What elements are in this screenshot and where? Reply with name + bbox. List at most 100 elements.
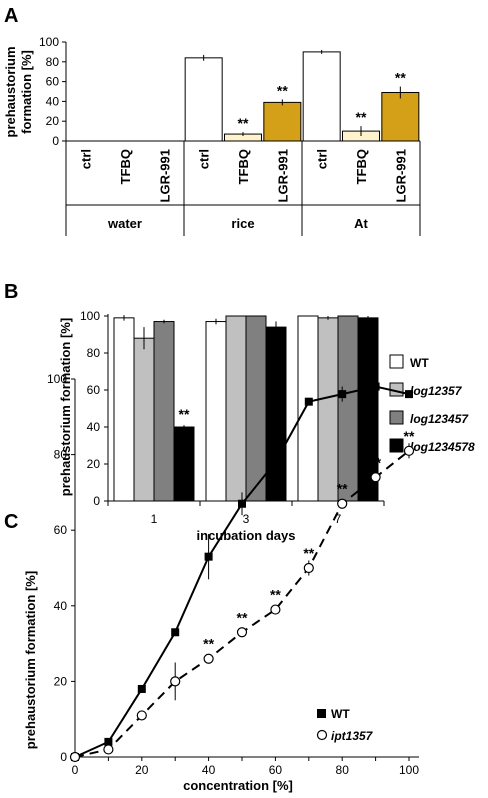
panel-a-ylabel-line1: prehaustorium [3,46,18,137]
panel-a-category-label: TFBQ [354,149,369,184]
panel-c-xlabel: concentration [%] [183,778,293,793]
panel-b-y-tick-label: 20 [87,457,101,471]
panel-label-c: C [4,511,18,533]
panel-c-significance-label: ** [404,428,415,444]
panel-c-point-square [271,458,280,467]
panel-b-bar [225,315,247,502]
panel-c-point-circle [270,604,281,615]
panel-a-y-tick-label: 20 [46,114,60,128]
panel-c-legend-label: ipt1357 [331,729,374,743]
panel-c-significance-label: ** [237,609,248,625]
panel-c-x-tick-label: 40 [202,763,216,777]
panel-c-point-square [137,684,146,693]
panel-b-x-tick-label: 1 [151,512,158,526]
panel-c-legend-marker-circle [316,729,328,741]
panel-c-point-square [238,499,246,508]
panel-c-point-circle [103,744,114,755]
panel-b-bar [337,315,359,502]
panel-c-point-square [405,390,413,399]
panel-a-bar [381,91,420,142]
panel-c-y-tick-label: 20 [54,674,68,688]
panel-c-x-tick-label: 0 [72,763,79,777]
panel-c-point-circle [337,498,348,509]
panel-c-x-tick-label: 80 [336,763,350,777]
panel-b-ylabel: prehaustorium formation [%] [58,318,73,496]
panel-c-ylabel: prehaustorium formation [%] [23,571,38,749]
panel-a-group-label: rice [231,216,254,231]
panel-c-point-circle [69,751,81,763]
panel-a-y-tick-label: 0 [52,134,59,148]
panel-c-point-square [338,390,347,399]
panel-c-x-tick-label: 100 [399,763,419,777]
panel-c-y-tick-label: 60 [54,523,68,537]
panel-c-x-tick-label: 60 [269,763,283,777]
panel-b-bar [173,426,195,502]
panel-a-bar [184,57,223,142]
panel-c-point-circle [370,472,381,483]
panel-a-group-label: At [354,216,368,231]
panel-c-point-circle [136,710,147,721]
panel-a-y-tick-label: 60 [46,75,60,89]
panel-a-category-label: TFBQ [118,149,133,184]
panel-c-point-square [204,552,213,561]
panel-a-category-label: ctrl [197,149,212,169]
panel-c-legend-marker-square [317,709,326,718]
panel-b-y-tick-label: 60 [87,383,101,397]
panel-a-significance-label: ** [277,82,288,98]
panel-a-category-label: LGR-991 [157,149,172,202]
panel-b-bar [297,315,319,502]
panel-a-significance-label: ** [238,115,249,131]
panel-b-legend-label: log123457 [410,412,469,426]
panel-a-bar [302,51,341,142]
panel-c-point-square [104,737,113,746]
panel-b-legend-swatch [389,410,404,425]
panel-b-xlabel: incubation days [197,528,296,543]
panel-c-x-tick-label: 20 [135,763,149,777]
panel-c-significance-label: ** [270,587,281,603]
panel-a-y-tick-label: 40 [46,94,60,108]
panel-c-point-circle [303,562,314,574]
panel-c-point-circle [403,445,415,456]
panel-a-y-tick-label: 100 [39,35,59,49]
panel-b-bar [113,317,135,502]
panel-c-legend-label: WT [331,707,350,721]
panel-c-significance-label: ** [203,636,214,652]
panel-a-category-label: LGR-991 [393,149,408,202]
panel-c-significance-label: ** [370,454,381,470]
panel-b-bar [265,326,287,502]
panel-a-significance-label: ** [356,109,367,125]
panel-a-category-label: LGR-991 [275,149,290,202]
panel-a-group-label: water [107,216,142,231]
panel-c-point-square [371,382,380,391]
panel-a-bar [263,101,302,142]
panel-c-point-circle [170,676,181,687]
panel-b-legend-label: log12357 [410,384,463,398]
panel-b-bar [133,337,155,502]
panel-c-y-tick-label: 0 [60,750,67,764]
panel-b-x-tick-label: 7 [335,512,342,526]
panel-b-bar [205,321,227,502]
panel-label-a: A [4,5,18,27]
panel-b-legend-swatch [389,438,404,453]
panel-c-significance-label: ** [337,481,348,497]
panel-c-y-tick-label: 40 [54,599,68,613]
panel-b-bar [153,321,175,502]
panel-b-bar [317,317,339,502]
panel-c-point-square [171,628,180,637]
panel-a-category-label: ctrl [315,149,330,169]
panel-b-y-tick-label: 80 [87,346,101,360]
panel-a-ylabel-line2: formation [%] [19,50,34,134]
panel-c-point-square [304,397,313,406]
panel-c-significance-label: ** [303,545,314,561]
panel-c-point-circle [203,653,214,664]
panel-a-category-label: ctrl [79,149,94,169]
panel-b-bar [245,315,267,502]
panel-a-category-label: TFBQ [236,149,251,184]
panel-label-b: B [4,281,18,303]
panel-c-y-tick-label: 100 [47,372,67,386]
panel-b-x-tick-label: 3 [243,512,250,526]
panel-b-y-tick-label: 40 [87,420,101,434]
panel-b-y-tick-label: 100 [80,309,100,323]
panel-b-significance-label: ** [179,406,190,422]
